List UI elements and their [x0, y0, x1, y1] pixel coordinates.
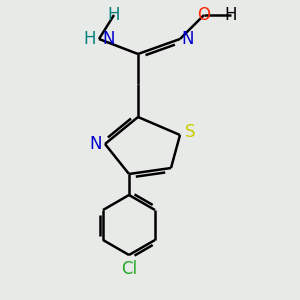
Text: H: H	[83, 30, 96, 48]
Text: S: S	[184, 123, 195, 141]
Text: H: H	[108, 6, 120, 24]
Text: Cl: Cl	[121, 260, 137, 278]
Text: O: O	[197, 6, 211, 24]
Text: N: N	[102, 30, 115, 48]
Text: N: N	[182, 30, 194, 48]
Text: H: H	[225, 6, 237, 24]
Text: N: N	[89, 135, 102, 153]
